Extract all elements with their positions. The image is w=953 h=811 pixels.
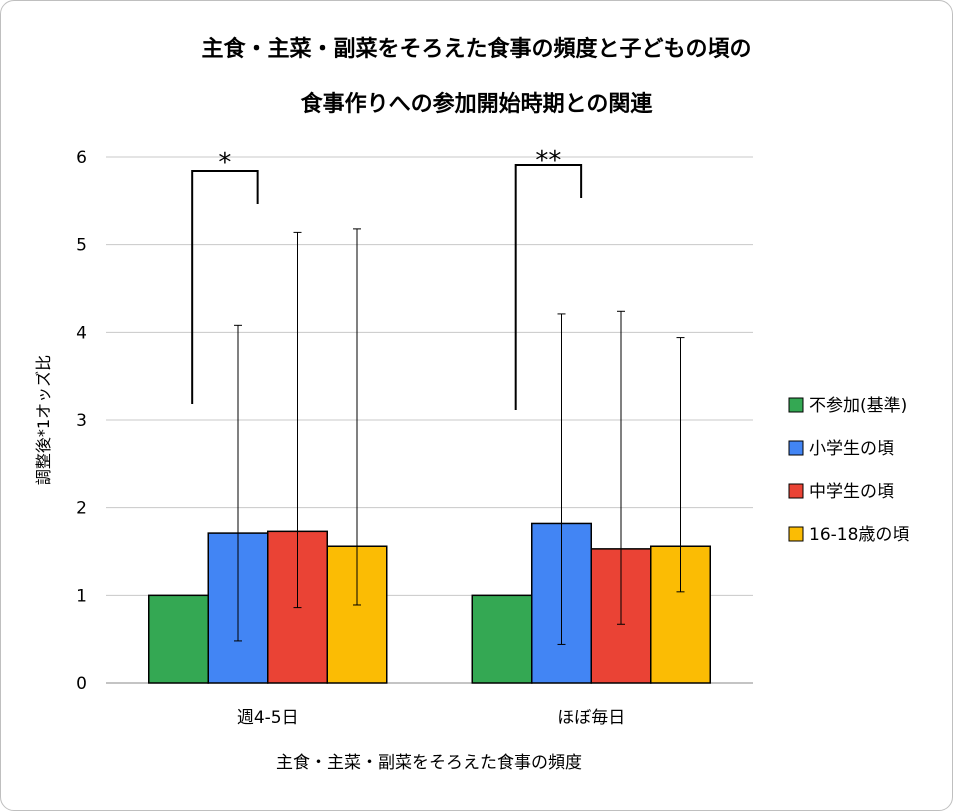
significance-marker: ** <box>535 146 561 176</box>
legend-label: 不参加(基準) <box>809 396 907 416</box>
significance-bracket <box>514 164 583 410</box>
bar-0-1 <box>471 594 533 684</box>
legend-label: 中学生の頃 <box>809 482 894 502</box>
bar-3-1 <box>650 545 711 684</box>
x-axis-label: 主食・主菜・副菜をそろえた食事の頻度 <box>276 753 582 773</box>
legend-label: 16-18歳の頃 <box>809 525 909 545</box>
bar-0-0 <box>148 594 209 684</box>
y-tick-label: 0 <box>76 674 87 694</box>
chart-title-line1: 主食・主菜・副菜をそろえた食事の頻度と子どもの頃の <box>201 37 752 62</box>
chart-title-line2: 食事作りへの参加開始時期との関連 <box>300 92 653 117</box>
y-tick-label: 1 <box>76 586 87 606</box>
y-tick-label: 3 <box>76 411 87 431</box>
y-tick-label: 4 <box>76 323 87 343</box>
y-tick-label: 5 <box>76 236 87 256</box>
significance-bracket <box>191 170 259 404</box>
legend-label: 小学生の頃 <box>809 439 894 459</box>
significance-marker: * <box>218 148 231 178</box>
y-tick-label: 2 <box>76 499 87 519</box>
legend-swatch <box>788 397 804 413</box>
x-tick-label: ほぼ毎日 <box>557 708 625 728</box>
y-axis-label: 調整後*1オッズ比 <box>34 355 53 485</box>
legend-swatch <box>788 526 804 542</box>
legend-swatch <box>788 483 804 499</box>
legend-swatch <box>788 440 804 456</box>
x-tick-label: 週4-5日 <box>237 708 299 728</box>
y-tick-label: 6 <box>76 148 87 168</box>
